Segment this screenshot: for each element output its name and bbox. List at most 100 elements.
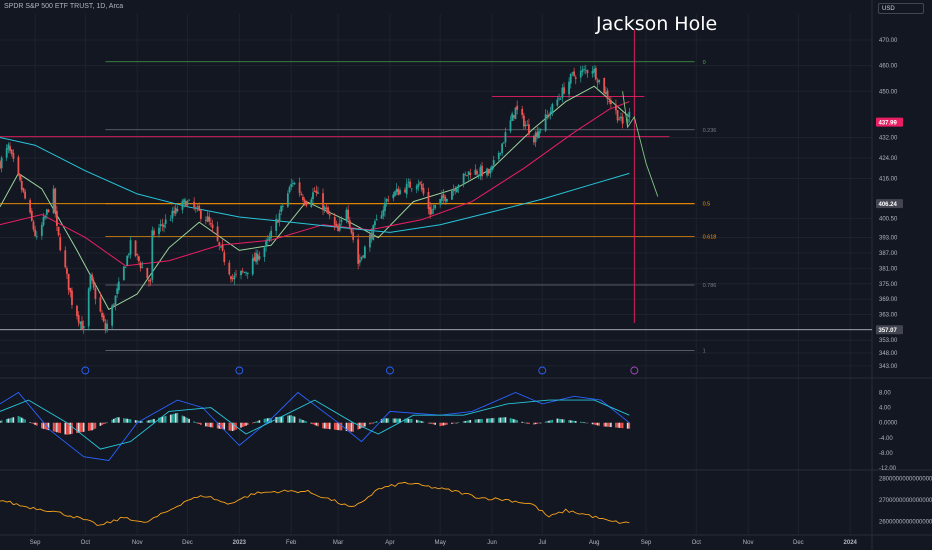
candle-body-112 <box>263 247 266 257</box>
price-tick-label-3: 432.00 <box>879 135 898 141</box>
candle-body-148 <box>347 209 350 220</box>
candle-body-167 <box>392 194 395 199</box>
lower-indicator-panel <box>0 481 630 526</box>
candle-body-210 <box>491 165 493 171</box>
fib-level-label-0: 0 <box>703 60 706 66</box>
macd-hist-bar-40 <box>92 422 95 430</box>
candle-body-71 <box>164 219 167 224</box>
macd-hist-bar-154 <box>360 422 363 429</box>
macd-hist-bar-116 <box>270 417 272 423</box>
macd-hist-bar-250 <box>584 422 587 424</box>
candle-body-107 <box>251 258 254 275</box>
macd-hist-bar-264 <box>618 422 621 428</box>
candle-body-111 <box>258 256 261 260</box>
macd-hist-bar-15 <box>34 422 36 425</box>
macd-hist-bar-91 <box>211 422 214 428</box>
macd-line <box>0 391 630 461</box>
candle-body-182 <box>427 191 430 209</box>
candle-body-27 <box>64 250 67 268</box>
currency-selector[interactable]: USD <box>878 3 924 14</box>
time-tick-label-11: Aug <box>589 540 600 546</box>
macd-hist-bar-11 <box>24 419 26 423</box>
macd-hist-bar-93 <box>218 422 221 429</box>
candle-body-133 <box>312 192 314 200</box>
candle-body-199 <box>466 175 468 176</box>
macd-hist-bar-169 <box>395 418 398 423</box>
macd-hist-bar-160 <box>374 421 376 423</box>
candle-body-65 <box>151 230 154 280</box>
candle-body-145 <box>338 223 341 231</box>
symbol-title: SPDR S&P 500 ETF TRUST, 1D, Arca <box>4 3 124 10</box>
candle-body-250 <box>584 69 587 71</box>
candle-body-2 <box>5 148 8 158</box>
macd-hist-bar-53 <box>124 418 127 423</box>
macd-hist-bar-227 <box>533 422 535 425</box>
candle-body-18 <box>42 217 45 226</box>
macd-hist-bar-104 <box>243 422 246 427</box>
macd-hist-bar-95 <box>221 422 224 430</box>
candle-body-48 <box>112 304 115 306</box>
macd-hist-bar-122 <box>287 415 289 423</box>
candle-body-94 <box>220 246 222 248</box>
macd-hist-bar-77 <box>181 415 184 423</box>
candle-body-23 <box>54 188 57 213</box>
candle-body-83 <box>194 207 197 209</box>
candle-body-97 <box>228 262 231 275</box>
candle-body-20 <box>45 209 48 215</box>
time-tick-label-4: 2023 <box>233 540 247 546</box>
macd-hist-bar-48 <box>113 418 115 423</box>
macd-hist-bar-41 <box>94 422 97 429</box>
candle-body-128 <box>300 193 303 196</box>
macd-hist-bar-177 <box>415 419 418 423</box>
candle-body-51 <box>117 281 120 291</box>
macd-hist-bar-108 <box>253 422 256 423</box>
fib-level-label-1: 0.236 <box>703 128 717 134</box>
macd-hist-bar-7 <box>17 415 20 423</box>
macd-hist-bar-148 <box>347 422 349 432</box>
candle-body-93 <box>218 242 221 245</box>
macd-hist-bar-61 <box>141 421 144 423</box>
indicator-line <box>0 481 630 526</box>
macd-hist-bar-50 <box>116 417 118 423</box>
candle-body-114 <box>266 239 269 241</box>
candle-body-116 <box>270 230 273 238</box>
macd-hist-bar-131 <box>305 421 308 423</box>
candle-body-110 <box>256 254 259 261</box>
candle-body-95 <box>221 244 224 251</box>
macd-hist-bar-261 <box>610 422 612 428</box>
candle-body-238 <box>558 98 560 100</box>
candle-body-235 <box>549 111 552 115</box>
candle-body-1 <box>0 157 3 169</box>
macd-hist-bar-194 <box>454 422 457 424</box>
macd-hist-bar-83 <box>195 422 197 423</box>
candle-body-266 <box>621 116 624 124</box>
price-tick-label-13: 353.00 <box>879 338 898 344</box>
candle-body-53 <box>124 267 127 268</box>
macd-hist-bar-6 <box>12 417 15 423</box>
macd-hist-bar-84 <box>196 422 199 424</box>
candle-body-157 <box>368 234 371 248</box>
macd-hist-bar-181 <box>422 421 425 423</box>
candle-body-3 <box>7 144 10 150</box>
macd-hist-bar-201 <box>469 420 472 423</box>
candle-body-142 <box>333 217 336 225</box>
macd-hist-bar-165 <box>385 418 388 423</box>
macd-hist-bar-73 <box>171 414 174 423</box>
candle-body-158 <box>370 233 373 239</box>
macd-hist-bar-167 <box>392 418 395 423</box>
candle-body-255 <box>596 80 599 83</box>
macd-hist-bar-241 <box>563 419 565 423</box>
candle-body-257 <box>603 77 606 94</box>
candle-body-252 <box>591 71 594 74</box>
macd-hist-bar-166 <box>387 418 390 423</box>
macd-hist-bar-106 <box>246 422 249 425</box>
macd-hist-bar-158 <box>370 422 373 424</box>
candle-body-178 <box>417 183 420 187</box>
candle-body-243 <box>569 73 572 84</box>
candle-body-137 <box>322 193 324 211</box>
macd-hist-bar-187 <box>439 422 441 427</box>
macd-hist-bar-232 <box>544 421 547 423</box>
time-tick-label-16: 2024 <box>844 540 858 546</box>
macd-hist-bar-67 <box>158 417 160 423</box>
